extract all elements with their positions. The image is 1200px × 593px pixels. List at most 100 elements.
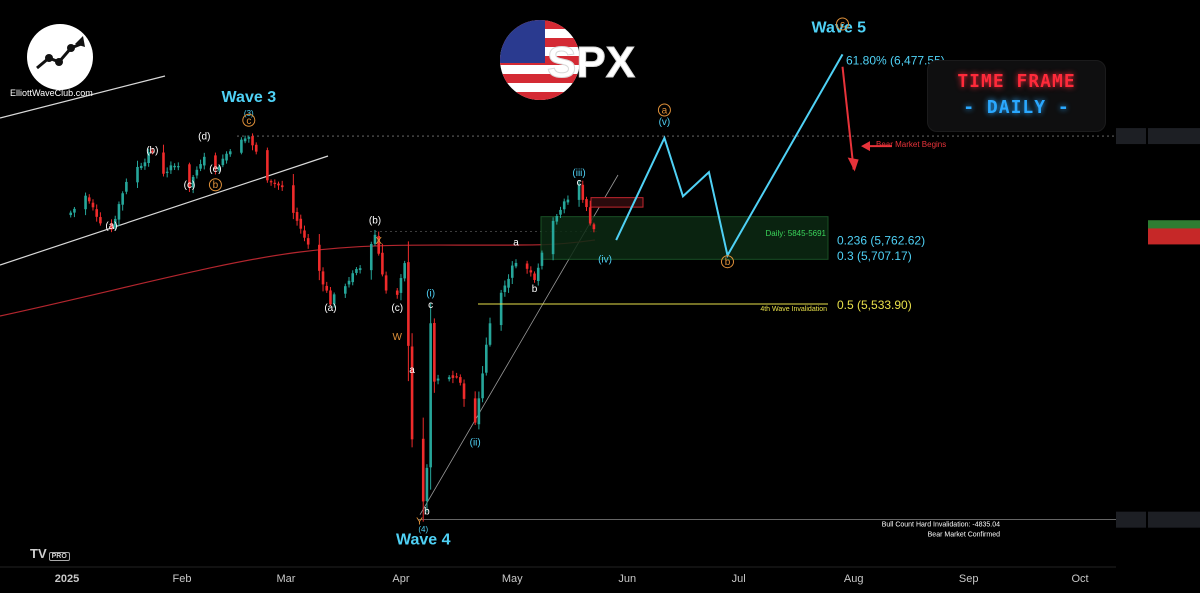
price-marker	[1116, 511, 1200, 528]
wave-label: b	[424, 507, 430, 518]
wave-label: c	[840, 19, 845, 30]
bullish-candle	[199, 159, 202, 172]
candle-body	[384, 275, 388, 291]
bearish-candle	[266, 147, 269, 183]
bullish-candle	[536, 263, 540, 286]
x-tick-label: Apr	[392, 573, 409, 585]
chart-annotation: Bear Market Confirmed	[928, 531, 1000, 538]
wave-label: (e)	[209, 164, 221, 175]
bullish-candle	[499, 289, 503, 331]
candle-body	[110, 223, 113, 230]
candle-body	[325, 285, 329, 291]
candle-body	[95, 209, 98, 217]
bullish-candle	[240, 137, 243, 155]
wave-label: X	[375, 236, 382, 247]
bearish-candle	[473, 391, 477, 426]
candle-body	[577, 184, 581, 200]
candle-body	[514, 262, 518, 267]
candle-body	[488, 323, 492, 345]
bullish-candle	[559, 206, 562, 219]
bearish-candle	[421, 417, 425, 522]
candle-body	[507, 278, 510, 288]
bullish-candle	[139, 162, 143, 170]
candle-body	[559, 209, 562, 215]
candle-body	[240, 139, 243, 153]
candle-body	[562, 201, 566, 210]
bearish-candle	[303, 225, 306, 242]
candle-body	[485, 344, 488, 373]
bearish-candle	[87, 194, 91, 204]
candle-body	[173, 165, 176, 168]
candle-body	[273, 182, 277, 184]
bearish-candle	[162, 144, 165, 177]
bearish-candle	[325, 281, 329, 293]
chart-annotation: (4)	[418, 525, 428, 534]
bullish-candle	[481, 366, 484, 403]
timeframe-line1: TIME FRAME	[957, 71, 1076, 92]
bullish-candle	[425, 464, 429, 513]
wave-label-circle	[720, 255, 734, 269]
candle-body	[351, 273, 355, 283]
chart-annotation: Bear Market Begins	[876, 140, 946, 149]
candle-body	[477, 398, 481, 425]
candle-body	[503, 285, 507, 293]
candle-body	[529, 270, 533, 273]
x-tick-label: Oct	[1071, 573, 1088, 585]
bullish-candle	[562, 198, 566, 214]
bullish-candle	[358, 265, 362, 274]
candle-body	[321, 271, 325, 285]
bearish-candle	[306, 233, 310, 249]
upper-channel-line	[0, 75, 166, 119]
bullish-candle	[121, 191, 124, 211]
support-zone	[540, 216, 829, 260]
wave-label: Y	[416, 517, 423, 528]
bullish-candle	[477, 391, 481, 430]
bearish-candle	[410, 333, 414, 448]
tradingview-logo: TV PRO	[30, 546, 70, 561]
bearish-candle	[451, 370, 455, 384]
wave-label: (v)	[659, 117, 671, 128]
candle-body	[162, 152, 165, 174]
bullish-candle	[510, 261, 514, 285]
candle-body	[91, 202, 95, 208]
x-tick-label: 2025	[55, 573, 79, 585]
candle-body	[165, 171, 169, 173]
candle-body	[191, 176, 195, 188]
brand-site: ElliottWaveClub.com	[10, 88, 93, 98]
chart-annotation: Wave 4	[396, 532, 451, 549]
chart-annotation: Bull Count Hard Invalidation: -4835.04	[882, 521, 1000, 528]
price-marker-bg	[1148, 511, 1200, 528]
bullish-candle	[429, 303, 432, 490]
candle-body	[87, 197, 91, 202]
bullish-candle	[165, 167, 169, 178]
candle-body	[436, 378, 440, 381]
wave-label: (a)	[324, 303, 336, 314]
candle-body	[540, 252, 544, 266]
wave-label: (i)	[426, 289, 435, 300]
bearish-candle	[377, 231, 380, 256]
candle-body	[221, 158, 225, 166]
fib-level-label: 0.236 (5,762.62)	[837, 233, 925, 247]
bear-down-arrow	[841, 66, 855, 170]
bullish-candle	[351, 270, 355, 286]
bullish-candle	[217, 164, 221, 172]
candle-body	[243, 138, 247, 142]
bearish-candle	[295, 207, 299, 226]
candle-body	[295, 212, 299, 221]
bearish-candle	[214, 152, 217, 175]
bullish-candle	[369, 241, 373, 280]
bearish-candle	[459, 374, 462, 386]
elliottwaveclub-logo	[27, 24, 93, 90]
bearish-candle	[277, 181, 280, 190]
candle-body	[195, 169, 199, 176]
candle-body	[533, 273, 536, 280]
candle-body	[429, 323, 432, 468]
bearish-candle	[455, 372, 458, 379]
wave-label: a	[513, 238, 519, 249]
candle-body	[306, 238, 310, 245]
bearish-candle	[585, 196, 588, 212]
bullish-candle	[228, 149, 232, 157]
candle-body	[455, 376, 458, 378]
candle-body	[329, 290, 332, 305]
bullish-candle	[143, 158, 147, 170]
